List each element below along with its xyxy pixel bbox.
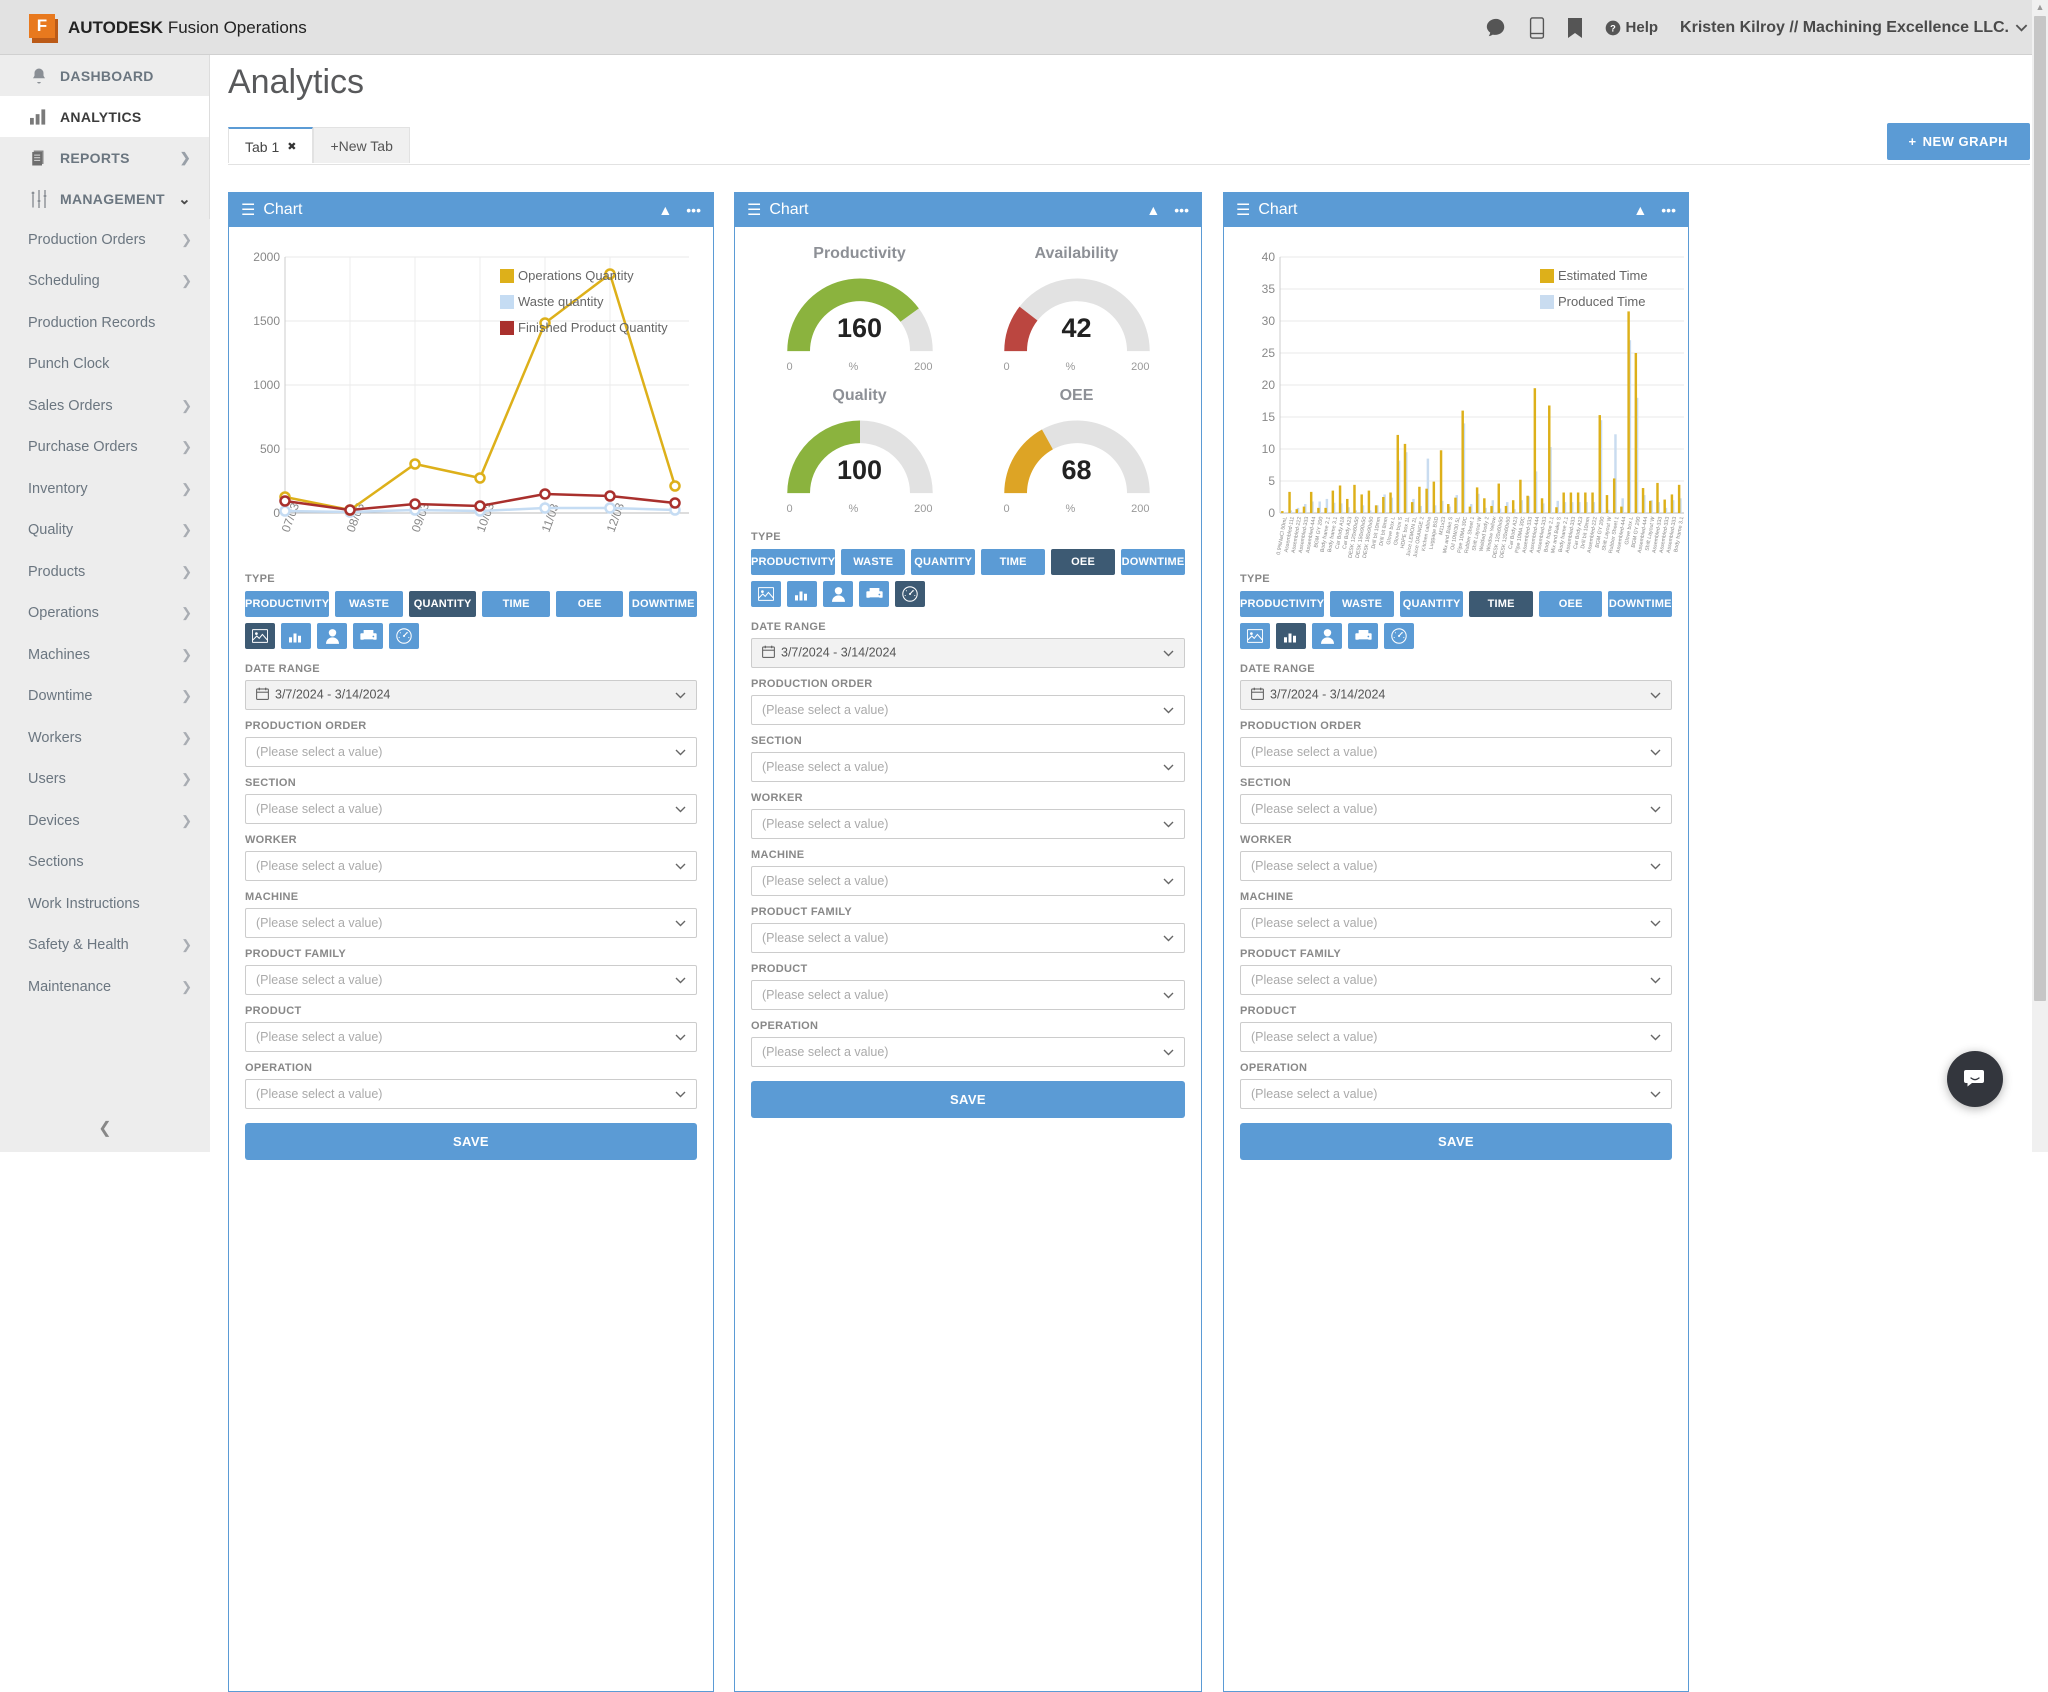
svg-text:Waste quantity: Waste quantity — [518, 294, 604, 309]
svg-text:25: 25 — [1262, 346, 1276, 360]
svg-text:2000: 2000 — [253, 250, 280, 264]
svg-text:30: 30 — [1262, 314, 1276, 328]
svg-text:35: 35 — [1262, 282, 1276, 296]
svg-text:40: 40 — [1262, 250, 1276, 264]
svg-text:1500: 1500 — [253, 314, 280, 328]
svg-text:?: ? — [1610, 23, 1616, 33]
svg-text:20: 20 — [1262, 378, 1276, 392]
svg-text:Finished Product Quantity: Finished Product Quantity — [518, 320, 668, 335]
svg-text:500: 500 — [260, 442, 280, 456]
svg-text:Produced Time: Produced Time — [1558, 294, 1645, 309]
svg-text:0: 0 — [1268, 506, 1275, 520]
svg-text:15: 15 — [1262, 410, 1276, 424]
svg-text:Operations Quantity: Operations Quantity — [518, 268, 634, 283]
svg-text:1000: 1000 — [253, 378, 280, 392]
svg-text:10: 10 — [1262, 442, 1276, 456]
svg-text:0: 0 — [273, 506, 280, 520]
svg-text:Estimated Time: Estimated Time — [1558, 268, 1648, 283]
svg-text:5: 5 — [1268, 474, 1275, 488]
